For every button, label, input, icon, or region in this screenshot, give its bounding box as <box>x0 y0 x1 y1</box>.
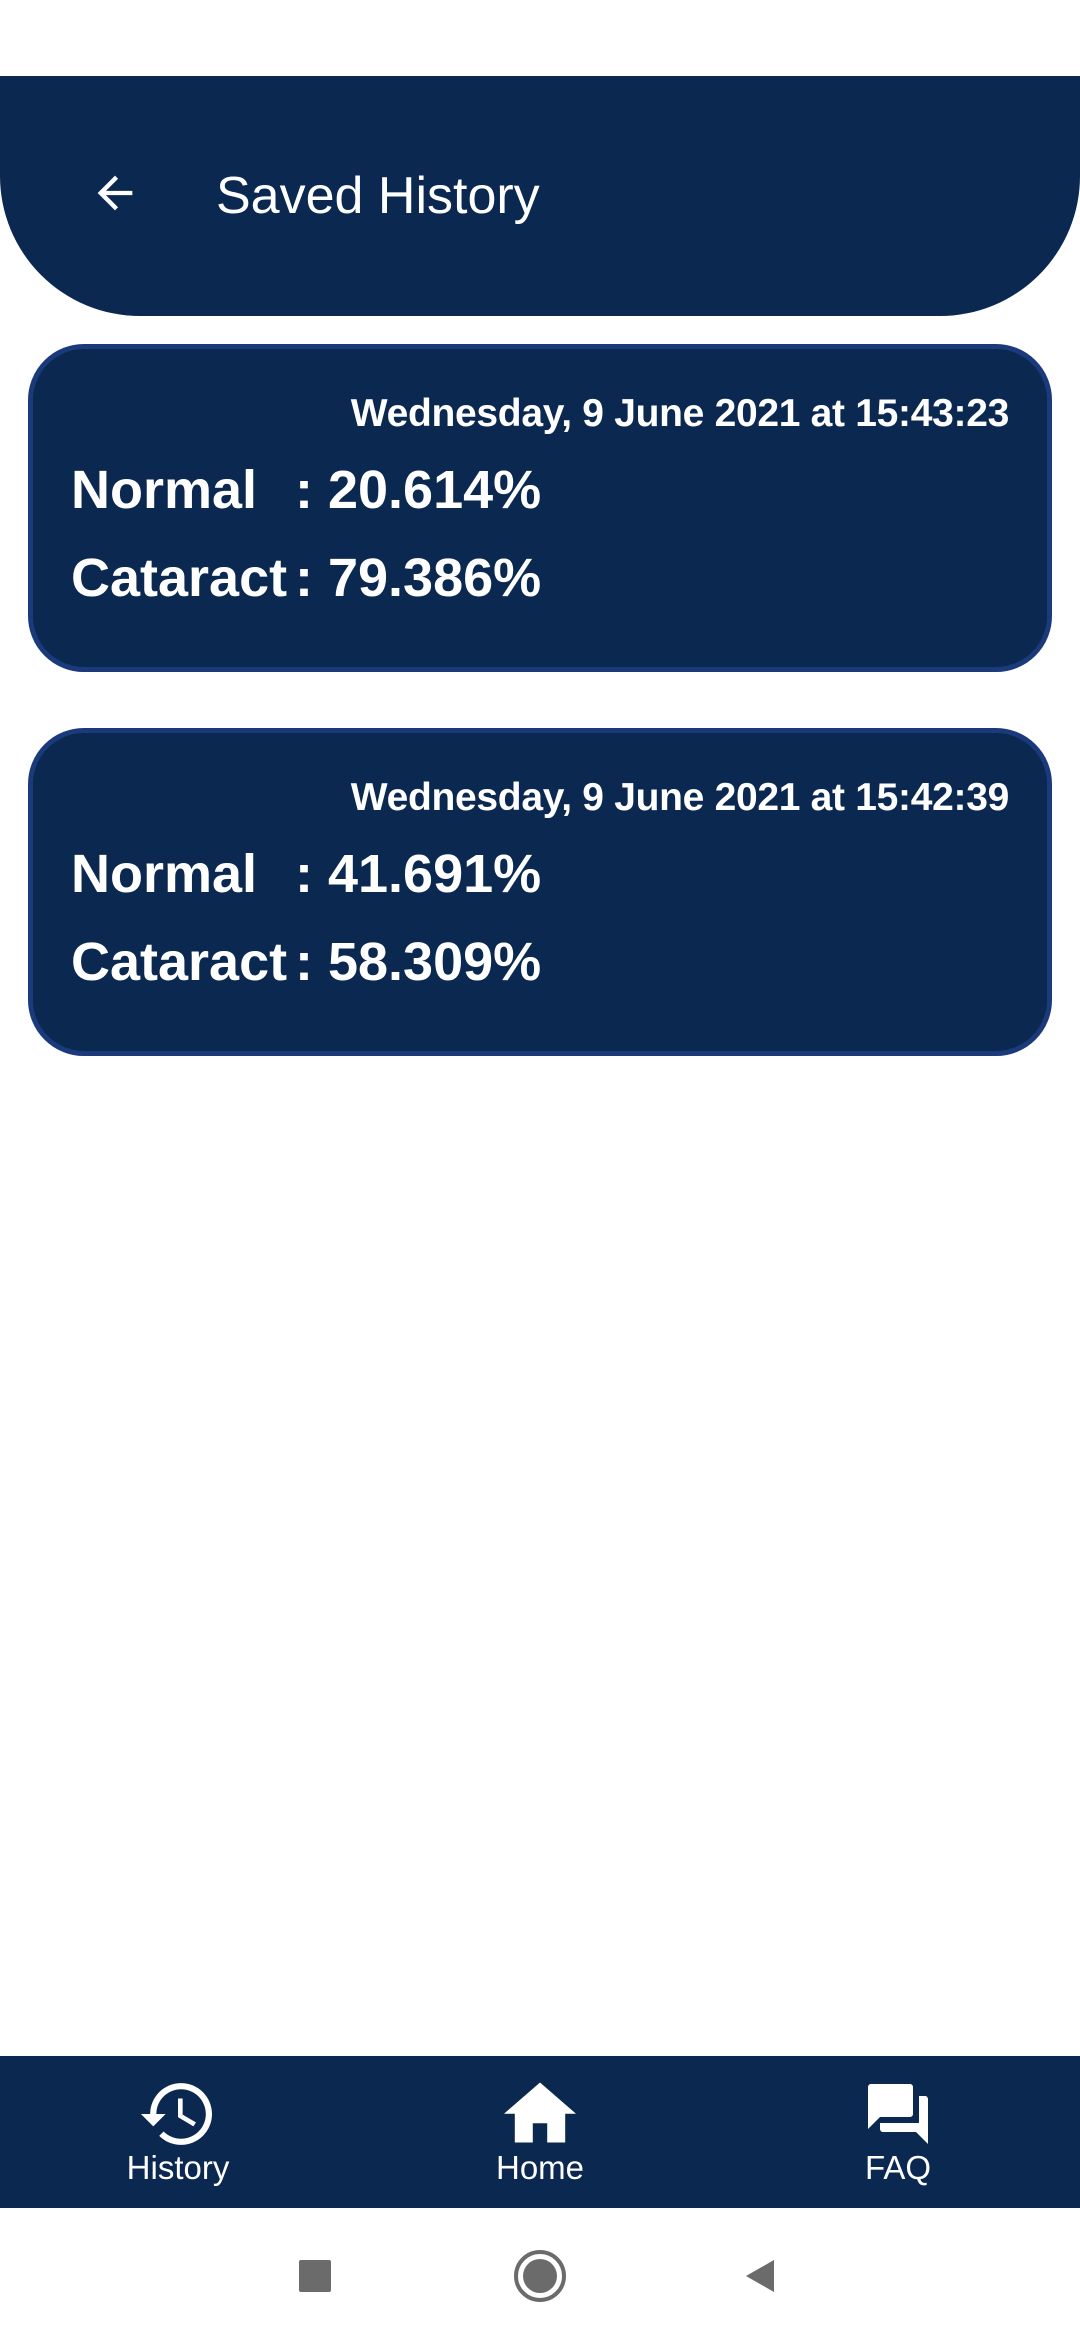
history-record-card[interactable]: Wednesday, 9 June 2021 at 15:42:39 Norma… <box>28 728 1052 1056</box>
nav-label: FAQ <box>864 2149 932 2186</box>
normal-value: : 41.691% <box>295 844 542 904</box>
system-navigation-bar <box>0 2208 1080 2340</box>
nav-label: History <box>126 2149 230 2186</box>
history-record-card[interactable]: Wednesday, 9 June 2021 at 15:43:23 Norma… <box>28 344 1052 672</box>
home-icon <box>500 2082 580 2146</box>
cataract-label: Cataract <box>71 548 288 608</box>
triangle-back-icon <box>746 2260 774 2292</box>
record-timestamp: Wednesday, 9 June 2021 at 15:43:23 <box>350 392 1010 435</box>
nav-label: Home <box>495 2149 585 2186</box>
normal-label: Normal <box>71 460 258 520</box>
cataract-result-row: Cataract: 79.386% <box>71 545 541 611</box>
nav-item-faq[interactable]: FAQ <box>788 2056 1008 2208</box>
normal-result-row: Normal : 41.691% <box>71 841 541 907</box>
system-home-button[interactable] <box>512 2248 568 2304</box>
cataract-value: : 79.386% <box>295 548 542 608</box>
normal-label: Normal <box>71 844 258 904</box>
recents-button[interactable] <box>287 2248 343 2304</box>
chat-bubbles-icon <box>858 2082 938 2146</box>
bottom-navigation: History Home FAQ <box>0 2056 1080 2208</box>
cataract-value: : 58.309% <box>295 932 542 992</box>
nav-item-history[interactable]: History <box>68 2056 288 2208</box>
cataract-result-row: Cataract: 58.309% <box>71 929 541 995</box>
normal-result-row: Normal : 20.614% <box>71 457 541 523</box>
normal-value: : 20.614% <box>295 460 542 520</box>
square-icon <box>299 2260 331 2292</box>
history-icon <box>138 2082 218 2146</box>
back-button[interactable] <box>70 148 160 238</box>
nav-item-home[interactable]: Home <box>430 2056 650 2208</box>
system-back-button[interactable] <box>732 2248 788 2304</box>
record-timestamp: Wednesday, 9 June 2021 at 15:42:39 <box>350 776 1010 819</box>
cataract-label: Cataract <box>71 932 288 992</box>
arrow-left-icon <box>97 175 133 211</box>
app-bar <box>0 76 1080 316</box>
circle-icon <box>514 2250 566 2302</box>
page-title: Saved History <box>216 167 540 225</box>
